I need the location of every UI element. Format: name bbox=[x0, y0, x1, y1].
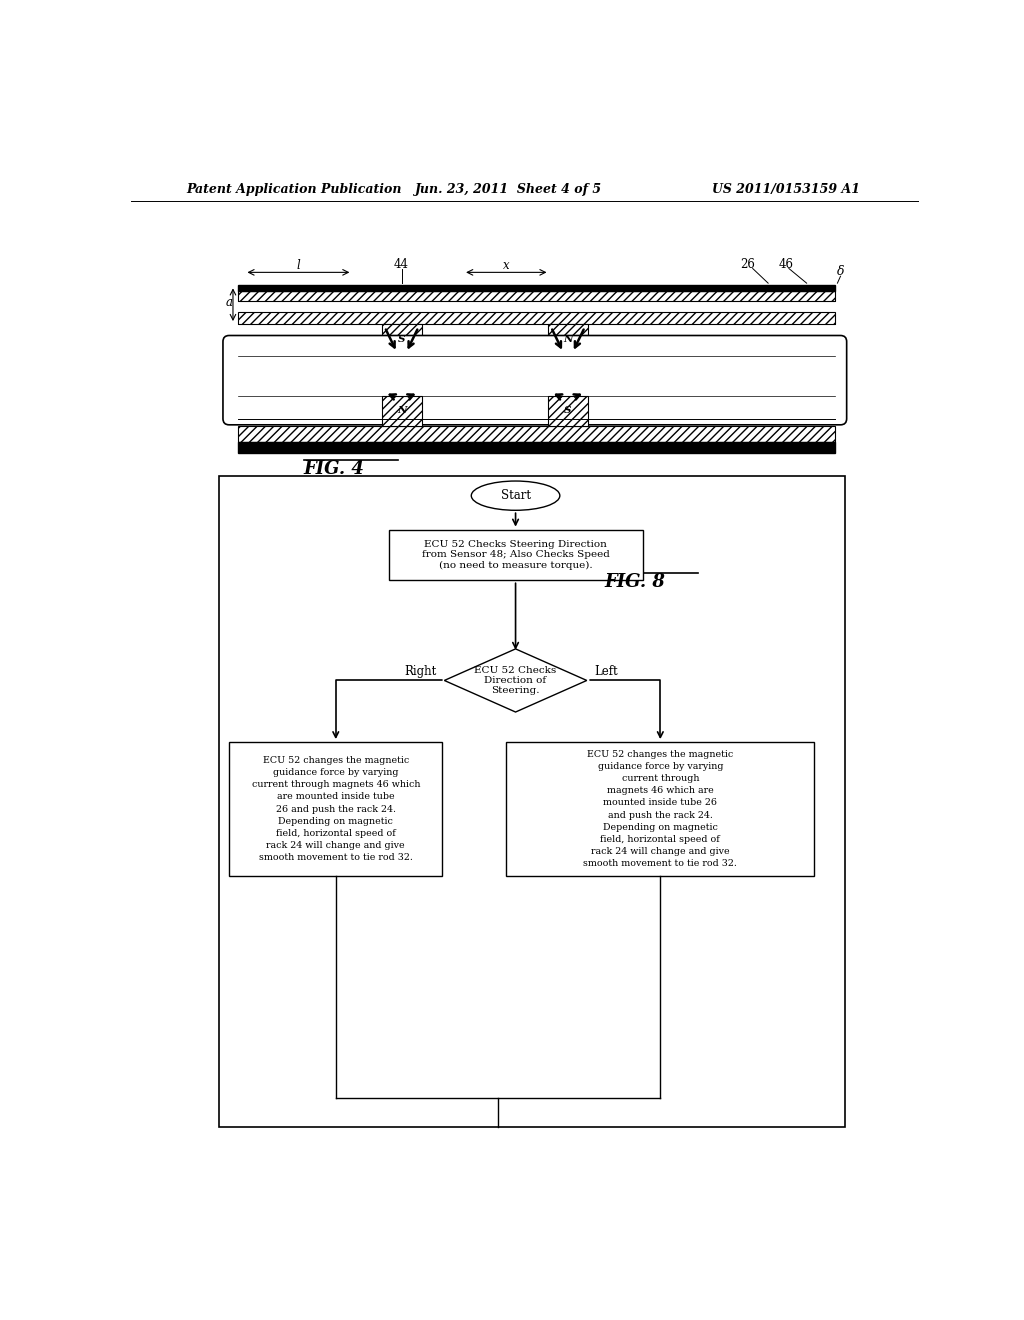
Bar bbox=[239, 285, 836, 290]
Text: x: x bbox=[503, 259, 510, 272]
Text: Left: Left bbox=[595, 665, 618, 677]
Text: δ: δ bbox=[838, 265, 845, 279]
Bar bbox=[239, 313, 836, 323]
Polygon shape bbox=[444, 649, 587, 711]
Text: 44: 44 bbox=[394, 257, 409, 271]
Bar bbox=[239, 426, 836, 442]
Text: Jun. 23, 2011  Sheet 4 of 5: Jun. 23, 2011 Sheet 4 of 5 bbox=[416, 183, 602, 197]
Bar bbox=[229, 742, 442, 876]
Bar bbox=[548, 396, 588, 426]
Text: FIG. 4: FIG. 4 bbox=[304, 461, 365, 478]
Bar bbox=[239, 442, 836, 453]
Text: ECU 52 Checks Steering Direction
from Sensor 48; Also Checks Speed
(no need to m: ECU 52 Checks Steering Direction from Se… bbox=[422, 540, 609, 570]
Text: US 2011/0153159 A1: US 2011/0153159 A1 bbox=[712, 183, 860, 197]
FancyBboxPatch shape bbox=[223, 335, 847, 425]
Text: 46: 46 bbox=[779, 257, 794, 271]
Bar bbox=[388, 529, 643, 581]
Bar bbox=[219, 475, 845, 1127]
Bar bbox=[239, 290, 836, 301]
Text: 26: 26 bbox=[740, 257, 756, 271]
Text: S: S bbox=[564, 407, 571, 416]
Text: a: a bbox=[225, 296, 232, 309]
Bar bbox=[382, 396, 422, 426]
Bar bbox=[548, 323, 588, 355]
Ellipse shape bbox=[471, 480, 560, 511]
Bar bbox=[382, 323, 422, 355]
Text: Patent Application Publication: Patent Application Publication bbox=[186, 183, 401, 197]
Text: ECU 52 Checks
Direction of
Steering.: ECU 52 Checks Direction of Steering. bbox=[474, 665, 557, 696]
Text: ECU 52 changes the magnetic
guidance force by varying
current through magnets 46: ECU 52 changes the magnetic guidance for… bbox=[252, 756, 420, 862]
Text: N: N bbox=[563, 335, 572, 343]
Text: Start: Start bbox=[501, 490, 530, 502]
Text: FIG. 8: FIG. 8 bbox=[604, 573, 665, 590]
Bar bbox=[506, 742, 814, 876]
Text: Right: Right bbox=[404, 665, 436, 677]
Text: S: S bbox=[398, 335, 406, 343]
Text: ECU 52 changes the magnetic
guidance force by varying
current through
magnets 46: ECU 52 changes the magnetic guidance for… bbox=[584, 750, 737, 869]
Text: l: l bbox=[297, 259, 300, 272]
Text: N: N bbox=[397, 407, 407, 416]
